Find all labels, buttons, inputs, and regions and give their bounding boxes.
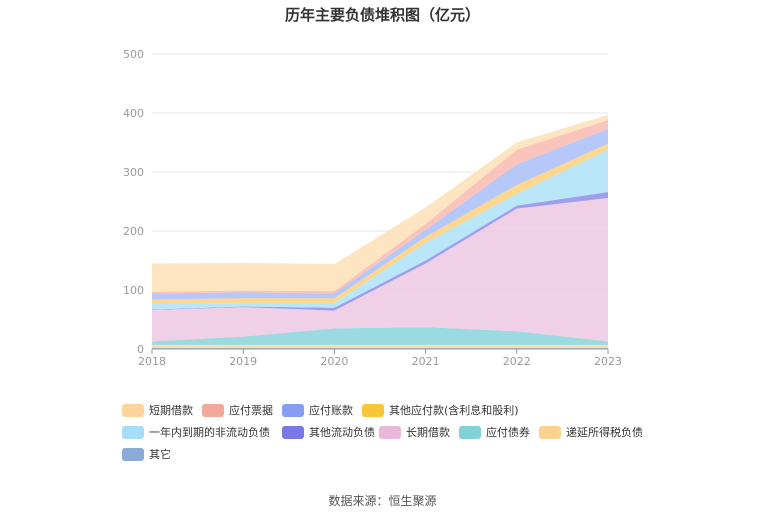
legend-swatch [122,425,144,439]
area-series-3[interactable] [152,197,608,342]
legend-swatch [202,403,224,417]
area-series [152,114,608,349]
legend-swatch [122,447,144,461]
x-tick-label: 2021 [412,355,440,368]
area-series-4[interactable] [152,192,608,311]
legend-label: 一年内到期的非流动负债 [149,426,270,439]
legend-item[interactable]: 短期借款 [122,402,193,418]
legend-item[interactable]: 应付债券 [459,424,530,440]
area-series-6[interactable] [152,143,608,305]
legend-swatch [122,403,144,417]
legend-swatch [362,403,384,417]
legend-label: 应付票据 [229,404,273,417]
area-series-1[interactable] [152,344,608,348]
legend-swatch [459,425,481,439]
x-tick-label: 2018 [138,355,166,368]
legend-item[interactable]: 应付票据 [202,402,273,418]
y-tick-label: 400 [123,107,144,120]
area-series-7[interactable] [152,128,608,300]
legend-item[interactable]: 一年内到期的非流动负债 [122,424,270,440]
legend-item[interactable]: 其他流动负债 [282,424,375,440]
y-tick-label: 200 [123,225,144,238]
y-tick-label: 300 [123,166,144,179]
data-source: 数据来源：恒生聚源 [328,494,437,508]
legend-label: 应付账款 [309,404,353,417]
legend-label: 其他应付款(含利息和股利) [389,404,519,417]
legend-item[interactable]: 递延所得税负债 [539,424,643,440]
x-tick-label: 2019 [229,355,257,368]
legend-item[interactable]: 其它 [122,446,171,462]
legend-label: 其他流动负债 [309,426,375,439]
area-series-8[interactable] [152,120,608,294]
area-series-5[interactable] [152,149,608,310]
y-tick-label: 500 [123,48,144,61]
area-series-9[interactable] [152,114,608,292]
y-tick-label: 100 [123,284,144,297]
legend-label: 长期借款 [406,426,450,439]
legend-item[interactable]: 应付账款 [282,402,353,418]
y-tick-label: 0 [137,343,144,356]
legend-swatch [539,425,561,439]
area-series-2[interactable] [152,327,608,345]
x-tick-label: 2022 [503,355,531,368]
chart-title: 历年主要负债堆积图（亿元） [284,6,480,24]
legend-label: 其它 [149,448,171,461]
x-tick-label: 2020 [320,355,348,368]
legend-swatch [282,403,304,417]
legend-swatch [282,425,304,439]
legend-label: 应付债券 [486,426,530,439]
x-tick-label: 2023 [594,355,622,368]
legend-item[interactable]: 其他应付款(含利息和股利) [362,402,519,418]
legend-label: 递延所得税负债 [566,426,643,439]
legend-item[interactable]: 长期借款 [379,424,450,440]
axes: 0 100 200 300 400 500 2018 2019 2020 2021 2022 2023 [123,48,622,368]
legend-swatch [379,425,401,439]
legend-label: 短期借款 [149,404,193,417]
